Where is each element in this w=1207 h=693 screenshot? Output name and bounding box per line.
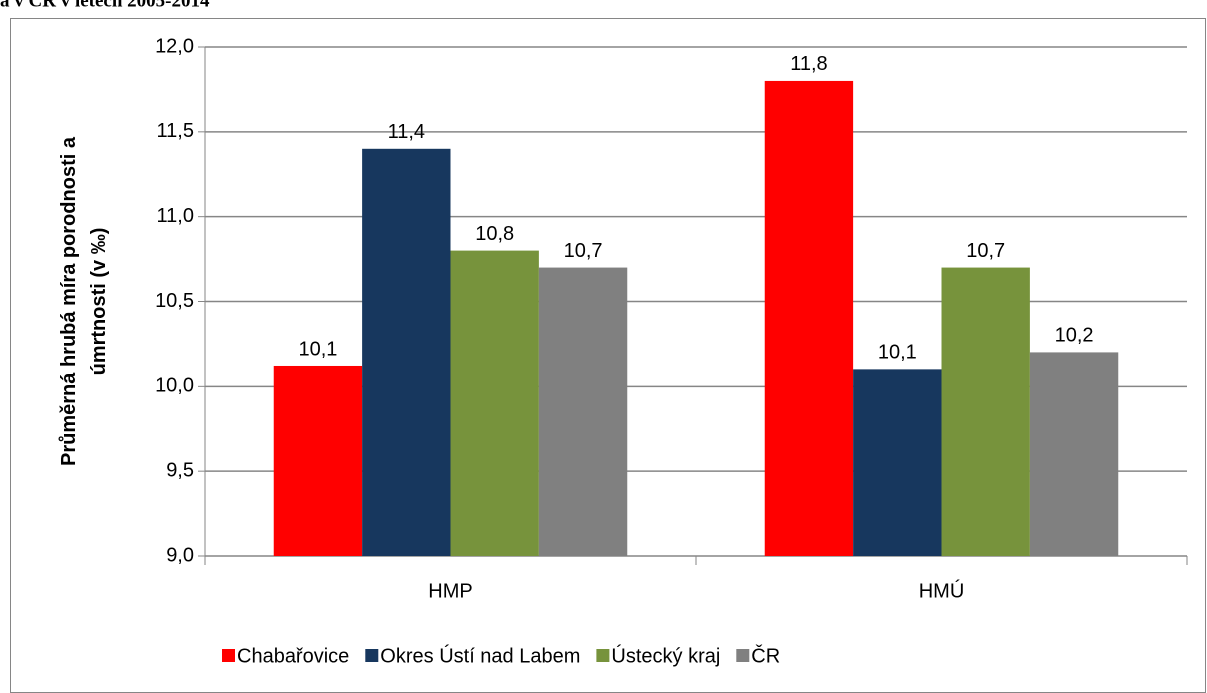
- bar: [1029, 352, 1119, 556]
- legend-swatch: [222, 649, 235, 662]
- bar: [273, 365, 363, 556]
- x-tick-label: HMÚ: [919, 579, 965, 602]
- y-axis-label: Průměrná hrubá míra porodnosti a úmrtnost…: [58, 136, 110, 466]
- bar: [764, 80, 854, 556]
- bar: [362, 148, 451, 557]
- data-label: 11,8: [790, 53, 827, 75]
- legend-swatch: [596, 649, 610, 662]
- y-tick-label: 12,0: [155, 35, 194, 57]
- data-label: 10,1: [298, 338, 337, 360]
- bar: [450, 250, 539, 556]
- chart-title: a v ČR v letech 2005-2014: [0, 0, 210, 11]
- data-label: 10,8: [475, 223, 514, 245]
- data-label: 10,7: [564, 240, 603, 262]
- bar: [538, 267, 628, 556]
- legend-label: ČR: [751, 644, 780, 667]
- y-tick-label: 11,0: [157, 205, 194, 227]
- y-tick-label: 10,5: [155, 290, 194, 312]
- y-tick-label: 9,5: [166, 459, 194, 481]
- legend-swatch: [736, 649, 750, 662]
- bar: [941, 267, 1030, 556]
- data-label: 11,4: [388, 121, 425, 143]
- y-tick-label: 9,0: [166, 544, 194, 566]
- data-label: 10,1: [878, 342, 917, 364]
- y-tick-label: 11,5: [157, 120, 194, 142]
- y-tick-label: 10,0: [155, 375, 194, 397]
- legend-label: Ústecký kraj: [611, 644, 720, 667]
- y-axis-label-line: úmrtnosti (v ‰): [88, 228, 110, 376]
- data-label: 10,7: [966, 240, 1005, 262]
- legend-label: Chabařovice: [237, 645, 349, 667]
- y-axis-label-line: Průměrná hrubá míra porodnosti a: [58, 136, 80, 466]
- legend-label: Okres Ústí nad Labem: [380, 644, 580, 667]
- legend-swatch: [365, 649, 379, 662]
- data-label: 10,2: [1055, 325, 1094, 347]
- bar: [853, 369, 942, 556]
- x-tick-label: HMP: [428, 580, 472, 602]
